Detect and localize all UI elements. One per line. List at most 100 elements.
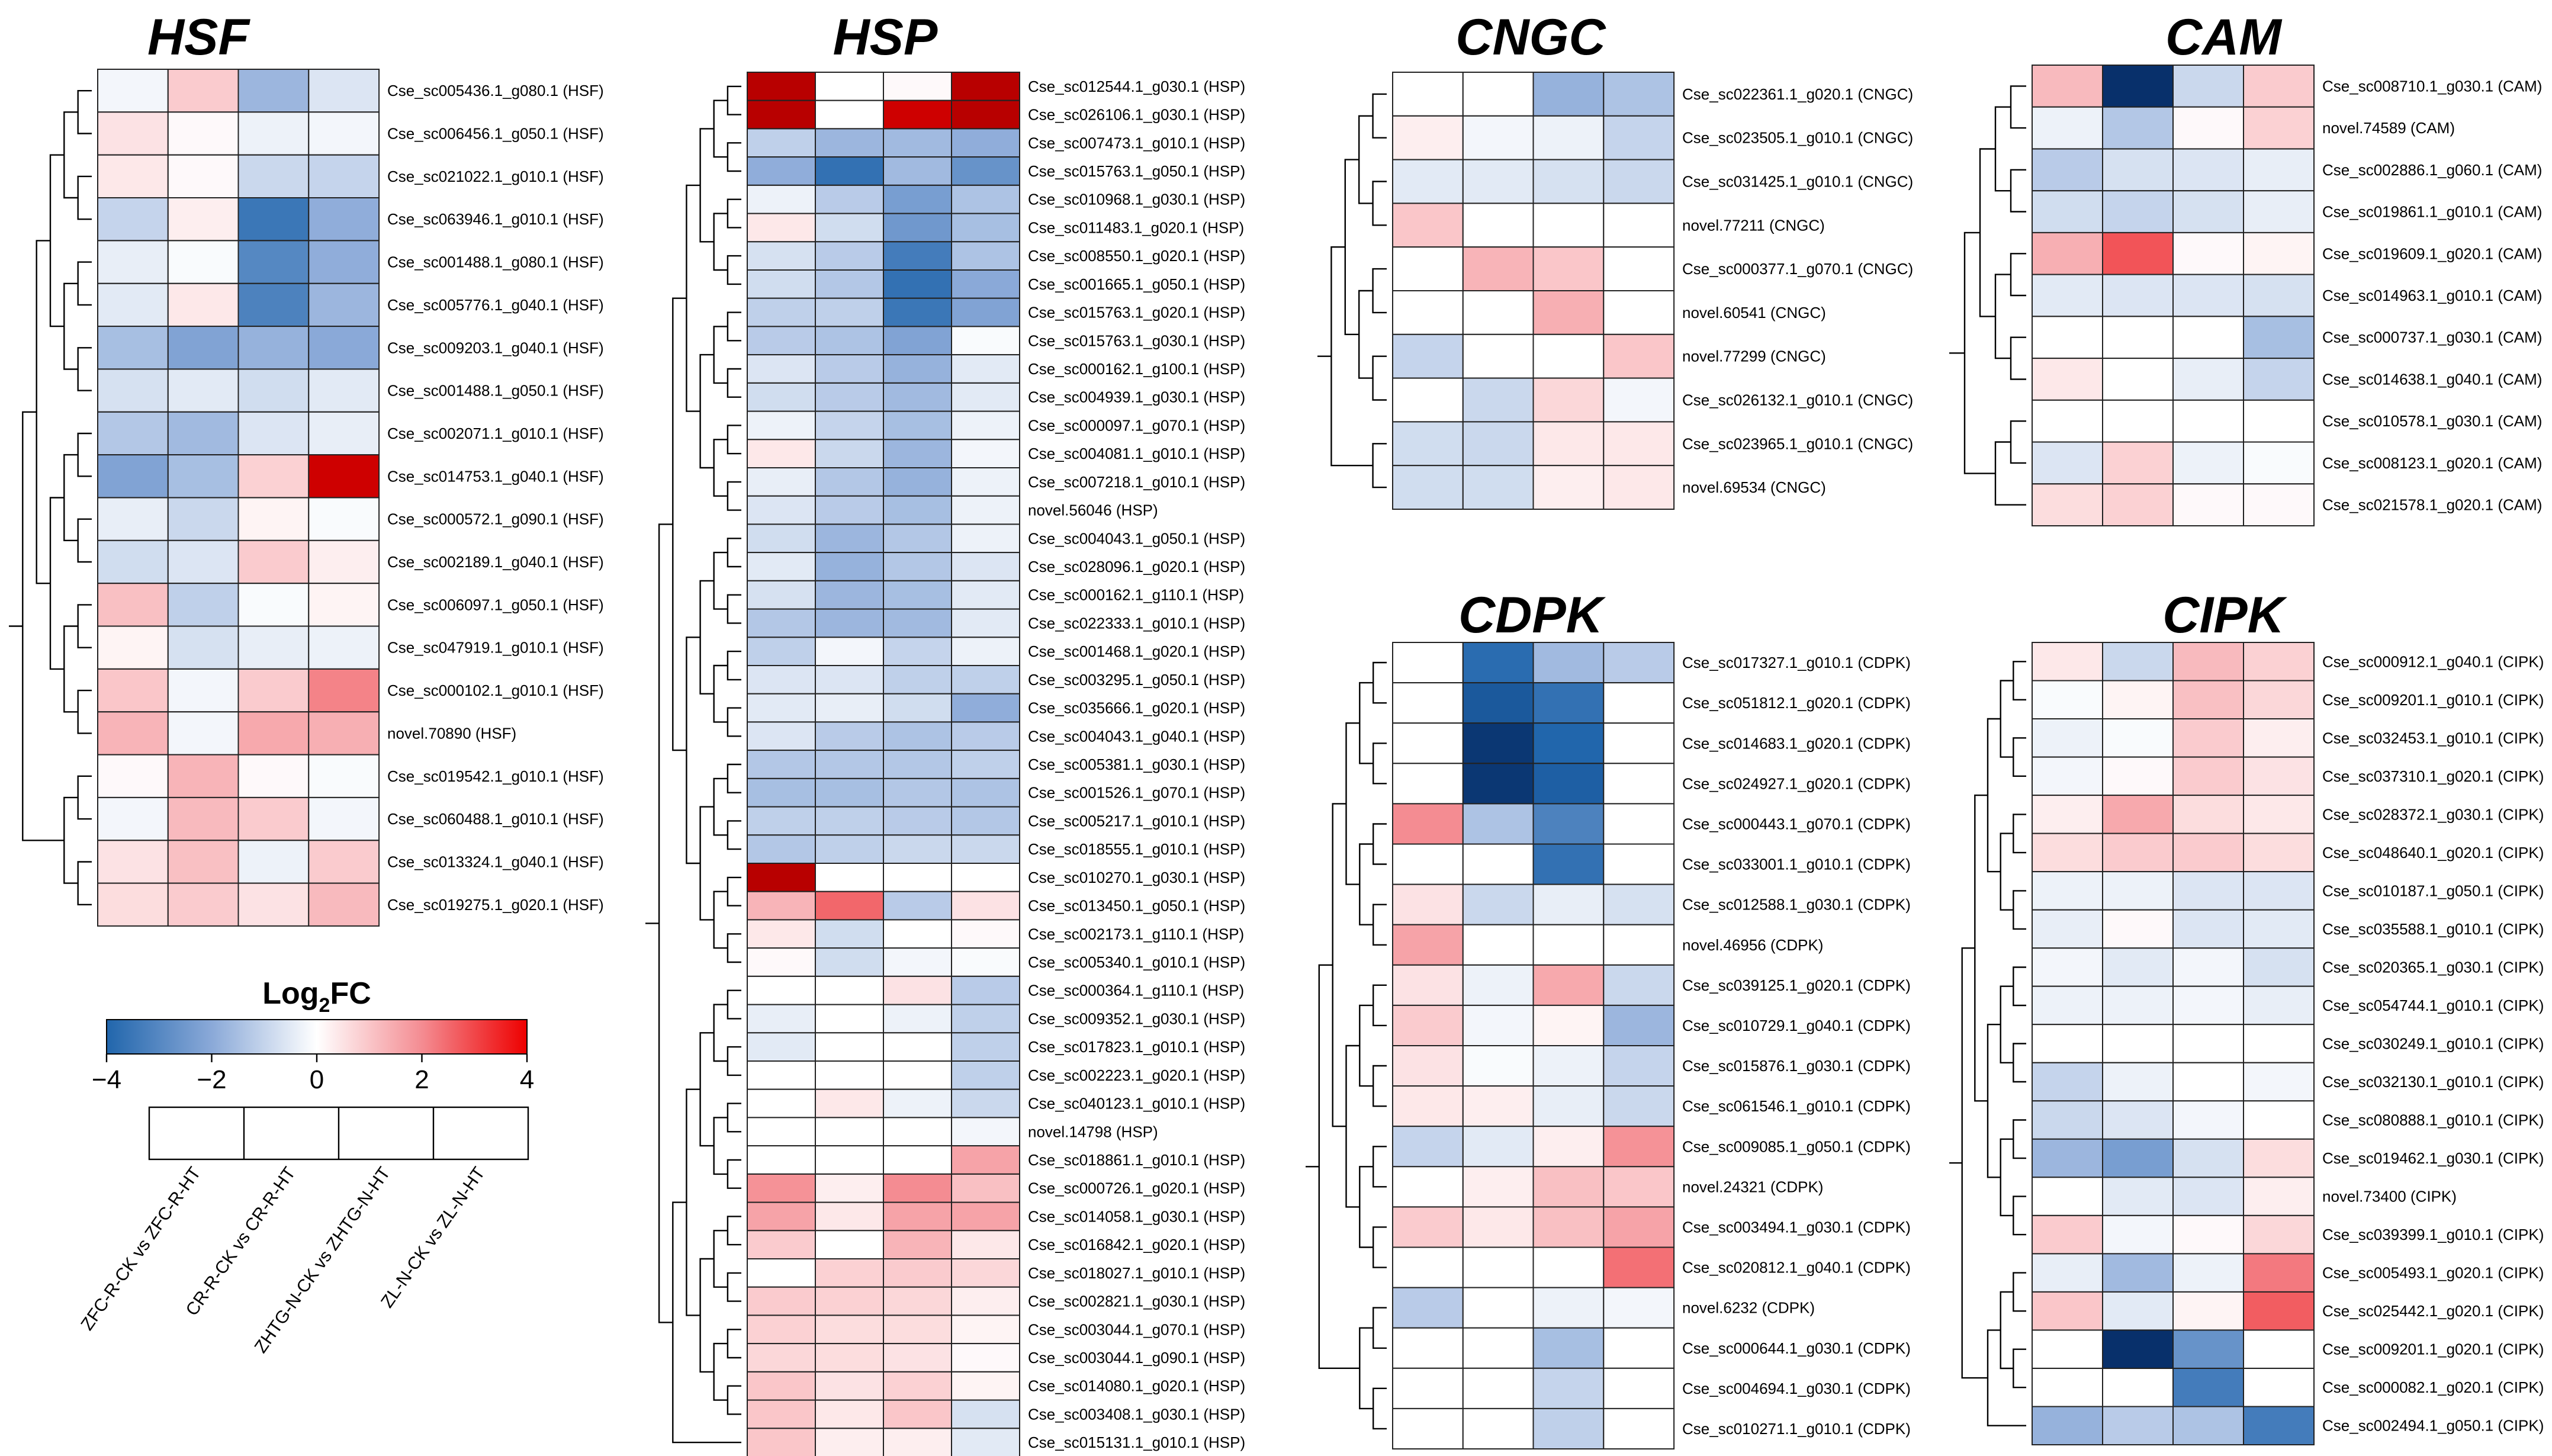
heatmap-cell bbox=[1462, 1287, 1534, 1329]
dendrogram-branch bbox=[713, 99, 728, 158]
column-key: ZFC-R-CK vs ZFC-R-HT CR-R-CK vs CR-R-HT … bbox=[77, 1106, 529, 1357]
heatmap-cell bbox=[2172, 1291, 2244, 1331]
heatmap-cell bbox=[883, 637, 952, 667]
dendrogram-branch bbox=[1358, 115, 1373, 204]
heatmap-cell bbox=[237, 454, 310, 499]
heatmap-cell bbox=[2243, 1406, 2315, 1445]
heatmap-cell bbox=[308, 754, 380, 798]
row-label: Cse_sc019542.1_g010.1 (HSF) bbox=[387, 767, 604, 785]
heatmap-cell bbox=[951, 1258, 1020, 1288]
row-label: Cse_sc005381.1_g030.1 (HSP) bbox=[1028, 756, 1245, 773]
row-label: Cse_sc000726.1_g020.1 (HSP) bbox=[1028, 1179, 1245, 1197]
heatmap-cell bbox=[2243, 947, 2315, 987]
dendrogram-branch bbox=[2010, 420, 2026, 464]
heatmap-cell bbox=[1603, 377, 1675, 423]
row-label: Cse_sc004043.1_g040.1 (HSP) bbox=[1028, 727, 1245, 745]
heatmap-cell bbox=[883, 1060, 952, 1090]
row-label: Cse_sc039399.1_g010.1 (CIPK) bbox=[2322, 1226, 2544, 1243]
dendrogram-branch bbox=[2000, 833, 2014, 911]
heatmap-cell bbox=[2102, 833, 2174, 873]
row-label: Cse_sc025442.1_g020.1 (CIPK) bbox=[2322, 1302, 2544, 1320]
heatmap-cell bbox=[308, 411, 380, 456]
heatmap-cell bbox=[2172, 1177, 2244, 1216]
heatmap-cell bbox=[747, 382, 816, 412]
dendrogram-branch bbox=[1979, 148, 1995, 317]
heatmap-cell bbox=[747, 156, 816, 186]
row-label: Cse_sc028096.1_g020.1 (HSP) bbox=[1028, 558, 1245, 576]
heatmap-cell bbox=[1532, 159, 1605, 204]
heatmap-cell bbox=[167, 326, 239, 370]
heatmap-cell bbox=[815, 806, 884, 836]
heatmap-cell bbox=[815, 665, 884, 695]
row-label: Cse_sc010729.1_g040.1 (CDPK) bbox=[1682, 1017, 1911, 1034]
row-label: novel.6232 (CDPK) bbox=[1682, 1299, 1815, 1317]
row-label: novel.14798 (HSP) bbox=[1028, 1123, 1158, 1140]
heatmap-cell bbox=[883, 1286, 952, 1316]
dendrogram-branch bbox=[77, 775, 92, 820]
heatmap-cell bbox=[815, 637, 884, 667]
dendrogram-branch bbox=[686, 1088, 700, 1316]
row-label: Cse_sc015763.1_g050.1 (HSP) bbox=[1028, 162, 1245, 180]
heatmap-cell bbox=[883, 1314, 952, 1345]
dendrogram-branch bbox=[727, 198, 741, 229]
row-label: Cse_sc001488.1_g080.1 (HSF) bbox=[387, 253, 604, 271]
heatmap-cell bbox=[97, 840, 169, 884]
heatmap-cell bbox=[951, 354, 1020, 384]
dendrogram-branch bbox=[2000, 1291, 2014, 1370]
heatmap-cell bbox=[2102, 795, 2174, 834]
dendrogram-branch bbox=[713, 1004, 728, 1062]
heatmap-cell bbox=[883, 382, 952, 412]
heatmap-cell bbox=[951, 326, 1020, 356]
heatmap-cell bbox=[2032, 441, 2103, 485]
heatmap-cell bbox=[2243, 1062, 2315, 1102]
heatmap-cell bbox=[2032, 1062, 2103, 1102]
heatmap-cell bbox=[2102, 680, 2174, 719]
legend-title: Log2FC bbox=[262, 976, 371, 1017]
heatmap-cell bbox=[1462, 421, 1534, 467]
heatmap-cell bbox=[1462, 290, 1534, 335]
row-label: Cse_sc002223.1_g020.1 (HSP) bbox=[1028, 1066, 1245, 1084]
heatmap-cell bbox=[747, 1286, 816, 1316]
dendrogram-branch bbox=[713, 777, 728, 836]
row-label: Cse_sc003044.1_g070.1 (HSP) bbox=[1028, 1320, 1245, 1338]
dendrogram-branch bbox=[713, 439, 728, 497]
heatmap-cell bbox=[2172, 680, 2244, 719]
heatmap-cell bbox=[815, 1230, 884, 1260]
heatmap-cell bbox=[815, 1314, 884, 1345]
cngc-heatmap: Cse_sc022361.1_g020.1 (CNGC) Cse_sc023505… bbox=[1317, 72, 1913, 510]
heatmap-cell bbox=[2243, 642, 2315, 682]
heatmap-cell bbox=[1603, 159, 1675, 204]
heatmap-cell bbox=[2172, 399, 2244, 443]
heatmap-cell bbox=[1532, 421, 1605, 467]
heatmap-cell bbox=[1462, 1206, 1534, 1248]
heatmap-cell bbox=[2172, 1253, 2244, 1293]
row-label: Cse_sc014683.1_g020.1 (CDPK) bbox=[1682, 734, 1911, 752]
dendrogram-branch bbox=[658, 523, 673, 1323]
heatmap-cell bbox=[815, 1343, 884, 1373]
heatmap-cell bbox=[1532, 1246, 1605, 1288]
heatmap-cell bbox=[237, 882, 310, 927]
dendrogram-branch bbox=[1345, 722, 1360, 885]
heatmap-cell bbox=[747, 213, 816, 243]
heatmap-cell bbox=[1392, 642, 1464, 684]
heatmap-cell bbox=[951, 1032, 1020, 1062]
heatmap-cell bbox=[747, 975, 816, 1005]
dendrogram-branch bbox=[63, 454, 78, 541]
heatmap-cell bbox=[308, 539, 380, 584]
heatmap-cell bbox=[747, 439, 816, 468]
row-label: Cse_sc008123.1_g020.1 (CAM) bbox=[2322, 454, 2542, 472]
heatmap-cell bbox=[951, 1230, 1020, 1260]
row-label: Cse_sc019861.1_g010.1 (CAM) bbox=[2322, 203, 2542, 221]
heatmap-cell bbox=[1392, 290, 1464, 335]
heatmap-cell bbox=[747, 552, 816, 581]
heatmap-cell bbox=[2243, 1138, 2315, 1178]
heatmap-cell bbox=[237, 69, 310, 113]
heatmap-cell bbox=[1392, 465, 1464, 510]
heatmap-cell bbox=[815, 721, 884, 751]
heatmap-cell bbox=[1532, 1045, 1605, 1087]
heatmap-cell bbox=[2172, 642, 2244, 682]
heatmap-cell bbox=[2032, 1177, 2103, 1216]
heatmap-cell bbox=[815, 213, 884, 243]
dendrogram-branch bbox=[2000, 680, 2014, 758]
heatmap-cell bbox=[2032, 909, 2103, 949]
